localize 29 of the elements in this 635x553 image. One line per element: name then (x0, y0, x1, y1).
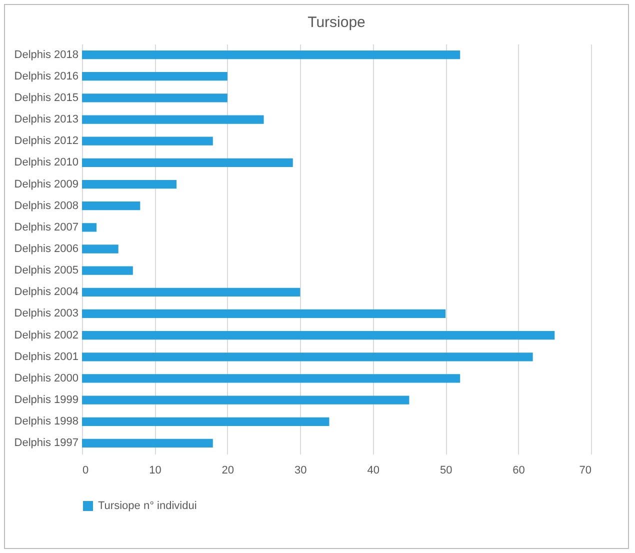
y-tick-label: Delphis 2016 (14, 70, 78, 82)
x-tick-label: 20 (222, 464, 234, 476)
y-tick-label: Delphis 2003 (14, 308, 78, 320)
y-tick-label: Delphis 2013 (14, 114, 78, 126)
x-tick-label: 40 (367, 464, 380, 476)
y-tick-label: Delphis 2002 (14, 329, 78, 342)
legend-label: Tursiope n° individui (98, 500, 197, 512)
y-tick-label: Delphis 2015 (14, 92, 78, 104)
x-tick-label: 30 (294, 464, 307, 476)
y-tick-label: Delphis 2009 (14, 178, 78, 190)
y-tick-label: Delphis 2007 (14, 221, 78, 234)
y-tick-label: Delphis 2008 (14, 200, 78, 212)
y-tick-label: Delphis 1999 (14, 394, 78, 406)
y-tick-label: Delphis 2001 (14, 350, 78, 363)
y-tick-label: Delphis 2006 (14, 243, 78, 255)
y-tick-label: Delphis 2010 (14, 156, 78, 169)
y-tick-label: Delphis 2012 (14, 135, 78, 148)
x-tick-label: 50 (440, 464, 452, 476)
y-tick-label: Delphis 2005 (14, 264, 78, 277)
y-tick-label: Delphis 1997 (14, 437, 78, 450)
x-tick-label: 70 (579, 464, 592, 476)
y-tick-label: Delphis 2004 (14, 286, 78, 298)
x-tick-label: 60 (512, 464, 525, 476)
x-tick-label: 0 (82, 464, 89, 476)
y-tick-label: Delphis 1998 (14, 416, 78, 428)
chart-title: Tursiope (308, 14, 366, 31)
y-tick-label: Delphis 2000 (14, 372, 78, 384)
x-tick-label: 10 (149, 464, 162, 476)
y-tick-label: Delphis 2018 (14, 48, 78, 61)
